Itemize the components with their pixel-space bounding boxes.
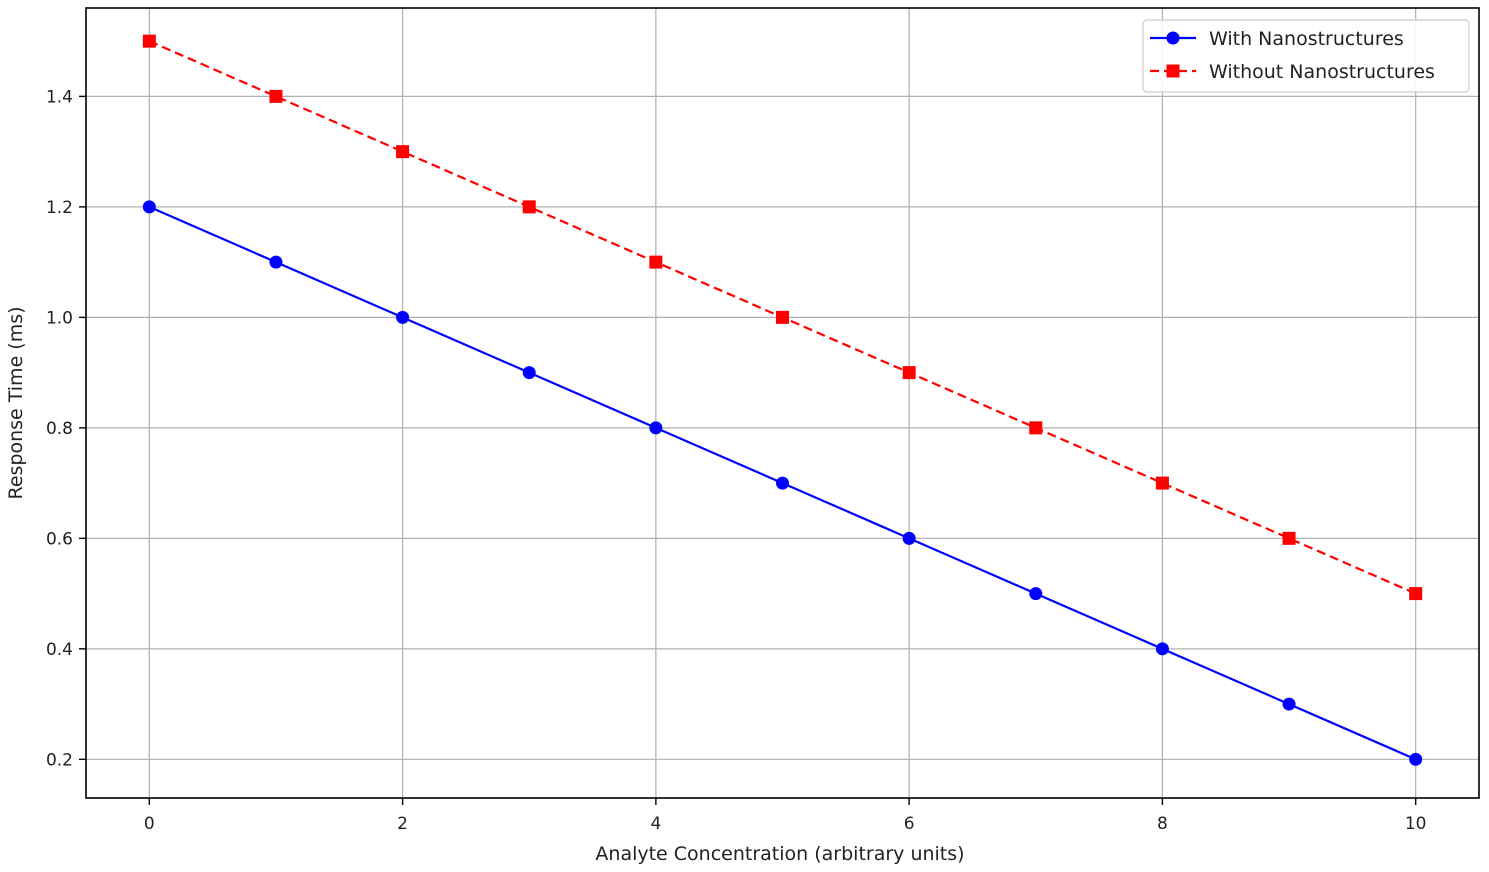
x-tick-label: 4 [650, 814, 661, 834]
y-tick-label: 1.0 [46, 308, 73, 328]
y-axis-title: Response Time (ms) [5, 306, 27, 499]
y-tick-label: 0.2 [46, 750, 73, 770]
data-point [649, 255, 663, 269]
data-point [1029, 587, 1043, 601]
data-point [776, 476, 789, 490]
legend-label: With Nanostructures [1209, 28, 1404, 50]
plot-area-frame [85, 7, 1480, 799]
y-tick-label: 0.4 [46, 640, 73, 660]
data-point [142, 34, 156, 48]
y-tick-label: 0.6 [46, 529, 73, 549]
x-tick-label: 6 [904, 814, 915, 834]
data-point [396, 145, 410, 159]
x-tick-label: 0 [144, 814, 155, 834]
data-point [269, 255, 283, 269]
axis-ticks: 0 2 4 6 8 10 0.2 0.4 0.6 0.8 1.0 1.2 1.4 [46, 87, 1427, 834]
data-point [776, 310, 789, 324]
data-point [1282, 697, 1296, 711]
data-point [1409, 752, 1423, 766]
data-point [902, 531, 916, 545]
grid-lines [86, 8, 1479, 798]
legend-box [1142, 19, 1470, 93]
data-point [1409, 587, 1423, 601]
data-point [522, 366, 536, 380]
x-axis-title: Analyte Concentration (arbitrary units) [595, 843, 964, 865]
data-point [396, 310, 410, 324]
series-layer [142, 34, 1423, 766]
legend-label: Without Nanostructures [1209, 61, 1435, 83]
legend-marker [1166, 64, 1180, 78]
data-point [1029, 421, 1043, 435]
data-point [649, 421, 663, 435]
data-point [522, 200, 536, 214]
y-tick-label: 1.4 [46, 87, 73, 107]
data-point [1155, 642, 1169, 656]
x-tick-label: 10 [1405, 814, 1427, 834]
data-point [142, 200, 156, 214]
data-point [902, 366, 916, 380]
y-tick-label: 1.2 [46, 198, 73, 218]
data-point [1155, 476, 1169, 490]
data-point [1282, 531, 1296, 545]
legend-marker [1166, 31, 1180, 45]
data-point [269, 89, 283, 103]
x-tick-label: 2 [397, 814, 408, 834]
y-tick-label: 0.8 [46, 419, 73, 439]
x-tick-label: 8 [1157, 814, 1168, 834]
legend: With Nanostructures Without Nanostructure… [1142, 19, 1470, 93]
